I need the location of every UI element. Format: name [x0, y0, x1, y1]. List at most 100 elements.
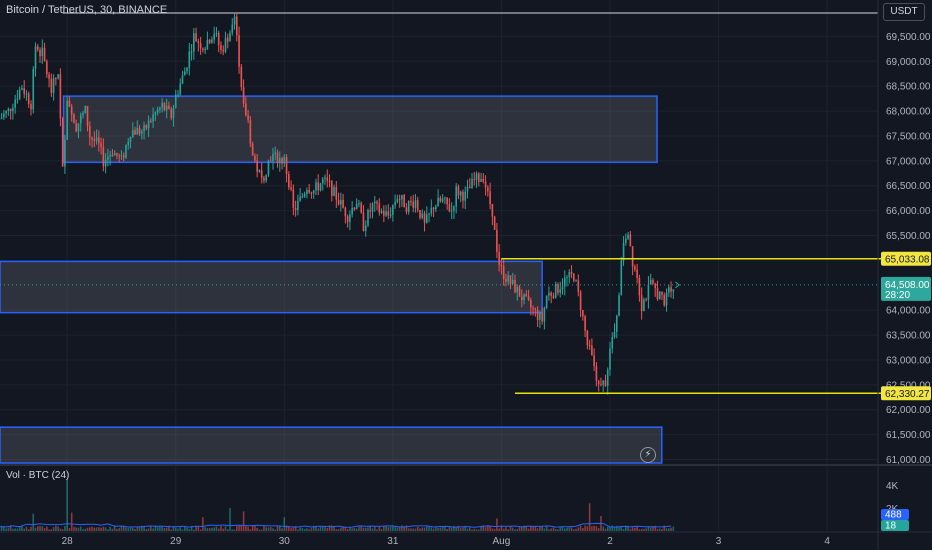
candle-body [378, 203, 381, 213]
volume-bar [423, 527, 426, 531]
volume-bar [464, 525, 467, 531]
volume-bar [602, 526, 605, 531]
volume-bar [240, 525, 243, 531]
volume-bar [457, 525, 460, 531]
candle-body [502, 266, 505, 279]
candles [0, 12, 675, 395]
volume-bar [70, 512, 73, 531]
candle-body [18, 89, 21, 99]
volume-bar [663, 525, 666, 531]
volume-bar [645, 528, 647, 531]
volume-bar [627, 525, 629, 531]
candle-body [441, 198, 444, 202]
candle-body [570, 272, 573, 274]
volume-bar [272, 528, 274, 531]
candle-body [473, 178, 476, 180]
volume-bar [294, 525, 297, 531]
volume-bar [324, 527, 326, 531]
volume-bar [217, 528, 220, 531]
volume-bar [493, 528, 496, 531]
volume-bar [226, 529, 229, 531]
volume-bar [172, 526, 175, 531]
candle-body [211, 39, 213, 43]
volume-last-label-bg [881, 520, 909, 531]
volume-bar [398, 526, 401, 531]
volume-bar [446, 529, 448, 531]
volume-bar [371, 528, 374, 531]
candle-body [265, 174, 268, 181]
price-axis-label: 69,500.00 [886, 32, 931, 43]
volume-bar [77, 527, 80, 531]
volume-bar [134, 529, 136, 531]
volume-bar [43, 528, 46, 531]
candle-body [396, 198, 399, 202]
currency-button[interactable]: USDT [883, 3, 925, 21]
candle-body [145, 125, 148, 129]
volume-bar [68, 528, 71, 531]
volume-bar [21, 525, 23, 531]
volume-bar [575, 528, 577, 531]
volume-bar [116, 528, 118, 531]
candle-body [64, 139, 66, 167]
volume-bar [566, 527, 568, 531]
candle-body [457, 186, 460, 196]
volume-bar [509, 526, 512, 531]
candle-body [416, 200, 419, 211]
volume-bar [615, 526, 618, 531]
lightning-icon[interactable]: ⚡ [640, 447, 656, 463]
volume-bar [606, 526, 609, 531]
level-label-2: 62,330.27 [885, 389, 930, 400]
volume-bar [12, 528, 14, 531]
volume-bar [276, 526, 279, 531]
candle-body [256, 160, 258, 172]
volume-bar [91, 526, 93, 531]
candle-body [480, 179, 482, 182]
candle-body [306, 190, 308, 194]
candle-body [242, 87, 245, 104]
volume-bar [401, 525, 403, 531]
price-axis-label: 62,000.00 [886, 405, 931, 416]
volume-bar [437, 527, 439, 531]
volume-bar [333, 526, 335, 531]
candle-body [236, 16, 238, 36]
volume-bar [25, 526, 28, 531]
volume-bar [303, 528, 306, 531]
volume-bar [550, 528, 552, 531]
candle-body [591, 345, 593, 356]
candle-body [136, 128, 139, 135]
candle-body [233, 16, 236, 25]
candle-body [294, 207, 297, 210]
volume-bar [444, 525, 446, 531]
volume-bar [326, 527, 329, 531]
volume-bar [625, 525, 627, 531]
time-axis-label: 30 [279, 536, 291, 547]
volume-bar [102, 526, 105, 531]
symbol-title[interactable]: Bitcoin / TetherUS, 30, BINANCE [6, 4, 168, 16]
volume-bar [487, 525, 489, 531]
volume-title[interactable]: Vol · BTC (24) [6, 470, 70, 481]
candle-body [656, 288, 659, 300]
volume-bar [597, 528, 600, 531]
candle-body [50, 78, 53, 93]
price-axis-label: 64,000.00 [886, 306, 931, 317]
candle-body [588, 345, 591, 347]
candle-body [631, 246, 634, 267]
candle-body [77, 123, 80, 132]
volume-bar [267, 527, 270, 531]
volume-bar [197, 527, 200, 531]
volume-bar [414, 528, 417, 531]
candle-body [70, 106, 73, 115]
candle-body [534, 308, 537, 310]
volume-bar [358, 526, 360, 531]
volume-bar [177, 528, 179, 531]
volume-bar [514, 529, 516, 531]
volume-bar [520, 527, 523, 531]
candle-body [376, 201, 378, 204]
candle-body [577, 280, 580, 292]
volume-bar [622, 529, 625, 531]
candle-body [353, 207, 356, 210]
candle-body [428, 213, 430, 215]
volume-bar [224, 526, 227, 531]
candle-body [584, 316, 586, 331]
